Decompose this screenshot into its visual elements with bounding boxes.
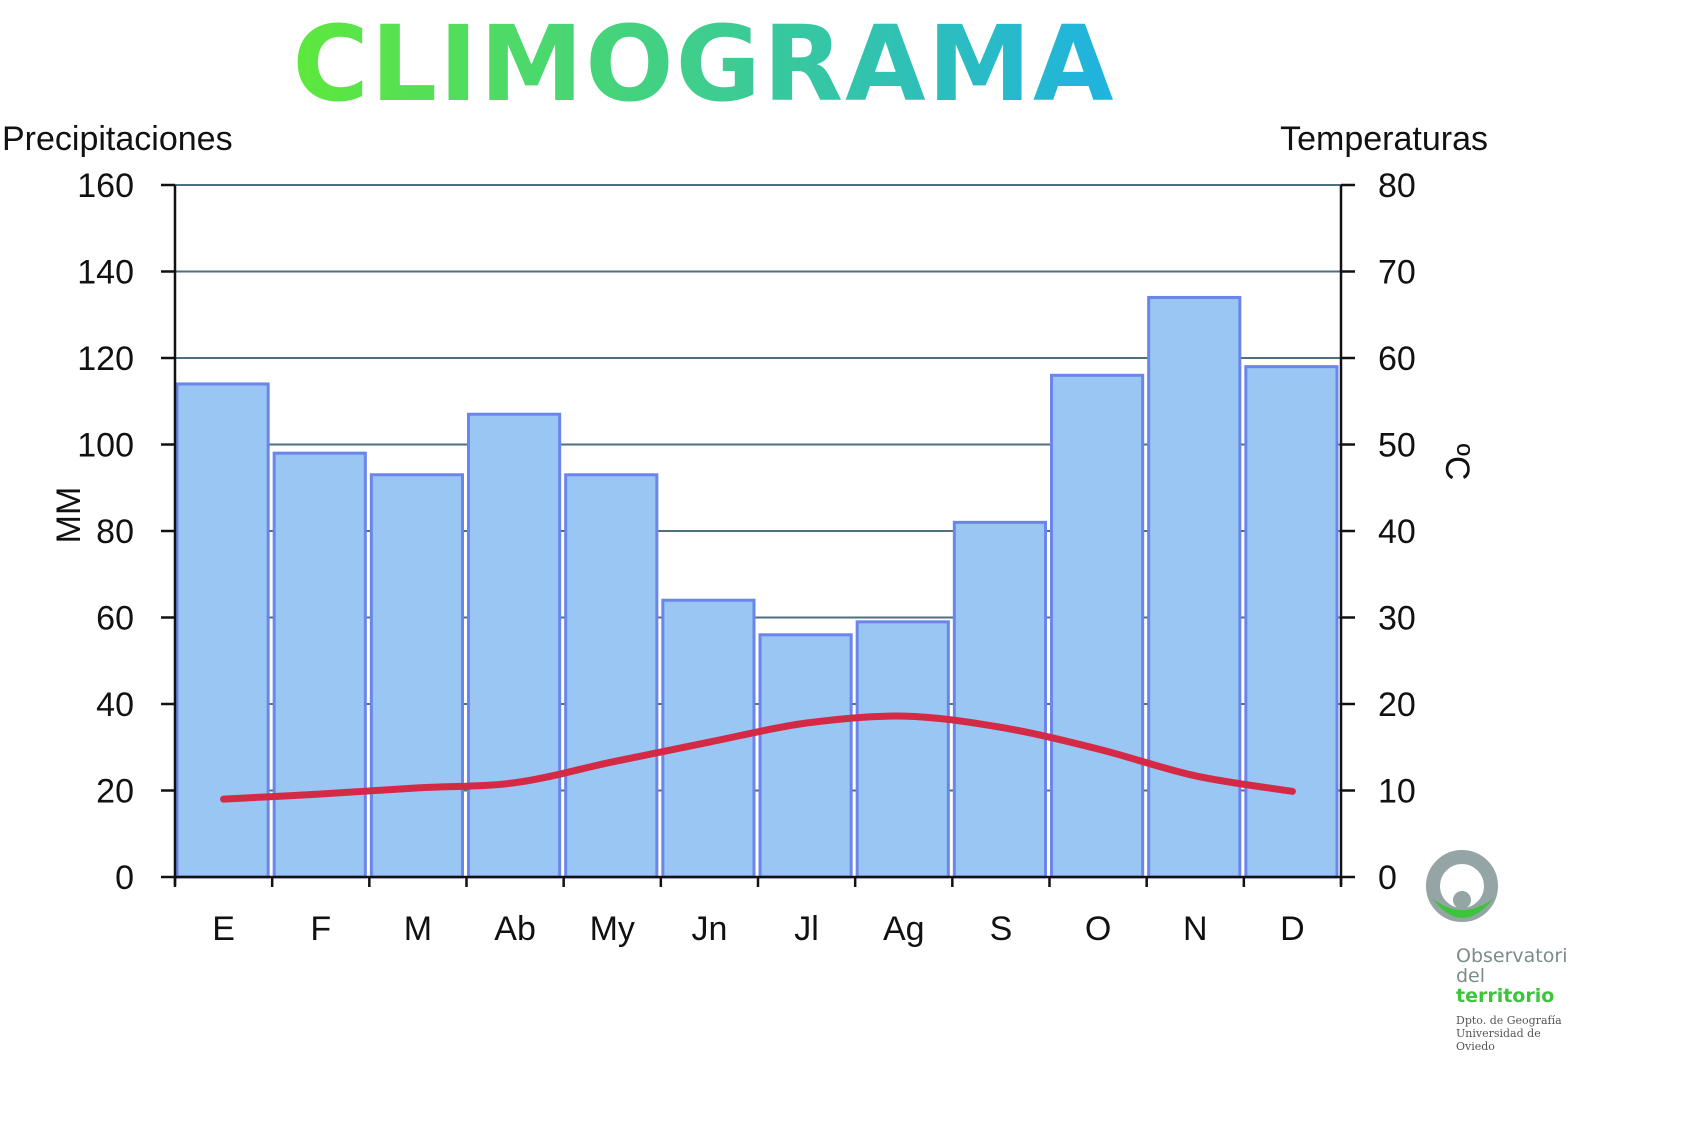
x-tick-label: M bbox=[404, 910, 432, 948]
left-tick-label: 140 bbox=[77, 254, 134, 292]
left-axis-title: Precipitaciones bbox=[2, 120, 233, 158]
x-tick-label: O bbox=[1085, 910, 1111, 948]
right-tick-label: 40 bbox=[1378, 513, 1416, 551]
precipitation-bar bbox=[467, 412, 562, 879]
left-tick-labels: 0 20 40 60 80 100 120 140 160 bbox=[77, 167, 134, 897]
x-tick-label: S bbox=[990, 910, 1013, 948]
logo-swoosh-icon bbox=[1432, 898, 1494, 918]
temperature-point bbox=[223, 798, 225, 800]
x-tick-label: Ab bbox=[494, 910, 536, 948]
right-tick-label: 10 bbox=[1378, 773, 1416, 811]
precipitation-bar bbox=[758, 633, 853, 879]
x-tick-label: Ag bbox=[883, 910, 925, 948]
temperature-point bbox=[611, 761, 613, 763]
temperature-point bbox=[1291, 790, 1293, 792]
x-tick-label: Jl bbox=[794, 910, 819, 948]
temperature-line bbox=[220, 712, 1296, 803]
right-unit-label: ºC bbox=[1438, 444, 1476, 481]
precipitation-bar bbox=[369, 473, 465, 879]
right-tick-label: 70 bbox=[1378, 254, 1416, 292]
x-tick-label: My bbox=[590, 910, 635, 948]
temperature-point bbox=[1000, 726, 1002, 728]
temperature-point bbox=[903, 715, 905, 717]
climograph-chart: CLIMOGRAMA Precipitaciones Temperaturas … bbox=[2, 3, 1568, 1053]
precipitation-bar bbox=[1244, 365, 1339, 879]
logo-text-line3: territorio bbox=[1456, 985, 1554, 1007]
left-tick-label: 40 bbox=[96, 686, 134, 724]
right-tick-label: 60 bbox=[1378, 340, 1416, 378]
x-tick-label: E bbox=[212, 910, 235, 948]
x-tick-label: D bbox=[1280, 910, 1305, 948]
x-tick-labels: E F M Ab My Jn Jl Ag S O N D bbox=[212, 910, 1304, 948]
precipitation-bar bbox=[1147, 295, 1242, 879]
temperature-point bbox=[708, 741, 710, 743]
left-tick-label: 80 bbox=[96, 513, 134, 551]
temperature-point bbox=[1194, 775, 1196, 777]
precipitation-bar bbox=[272, 451, 367, 879]
left-unit-label: MM bbox=[50, 487, 88, 544]
left-tick-label: 60 bbox=[96, 600, 134, 638]
axes bbox=[161, 183, 1355, 887]
temperature-point bbox=[320, 793, 322, 795]
x-tick-label: Jn bbox=[691, 910, 727, 948]
right-tick-label: 20 bbox=[1378, 686, 1416, 724]
precipitation-bar bbox=[952, 520, 1047, 879]
logo-text-line2: del bbox=[1456, 965, 1485, 987]
temperature-point bbox=[1097, 748, 1099, 750]
temperature-line-group bbox=[220, 712, 1296, 803]
chart-title: CLIMOGRAMA bbox=[292, 3, 1115, 125]
right-tick-label: 50 bbox=[1378, 427, 1416, 465]
right-tick-label: 30 bbox=[1378, 600, 1416, 638]
logo-text-line6: Oviedo bbox=[1456, 1040, 1495, 1053]
left-tick-label: 0 bbox=[115, 859, 134, 897]
right-tick-labels: 0 10 20 30 40 50 60 70 80 bbox=[1378, 167, 1416, 897]
precipitation-bar bbox=[175, 382, 270, 879]
left-tick-label: 160 bbox=[77, 167, 134, 205]
logo-text-line1: Observatorio bbox=[1456, 945, 1568, 967]
precipitation-bar bbox=[855, 620, 950, 879]
logo-text-line5: Universidad de bbox=[1456, 1027, 1541, 1040]
precipitation-bars bbox=[175, 295, 1339, 879]
precipitation-bar bbox=[564, 473, 659, 879]
temperature-point bbox=[514, 782, 516, 784]
right-tick-label: 0 bbox=[1378, 859, 1397, 897]
logo-text-line4: Dpto. de Geografía bbox=[1456, 1014, 1562, 1027]
temperature-point bbox=[806, 722, 808, 724]
precipitation-bar bbox=[1050, 373, 1145, 879]
right-tick-label: 80 bbox=[1378, 167, 1416, 205]
x-tick-label: N bbox=[1183, 910, 1208, 948]
left-tick-label: 20 bbox=[96, 773, 134, 811]
left-tick-label: 100 bbox=[77, 427, 134, 465]
logo-dot-icon bbox=[1453, 891, 1471, 909]
observatorio-logo: Observatorio del territorio Dpto. de Geo… bbox=[1426, 850, 1568, 1053]
temperature-point bbox=[417, 787, 419, 789]
left-tick-label: 120 bbox=[77, 340, 134, 378]
right-axis-title: Temperaturas bbox=[1280, 120, 1488, 158]
x-tick-label: F bbox=[310, 910, 331, 948]
